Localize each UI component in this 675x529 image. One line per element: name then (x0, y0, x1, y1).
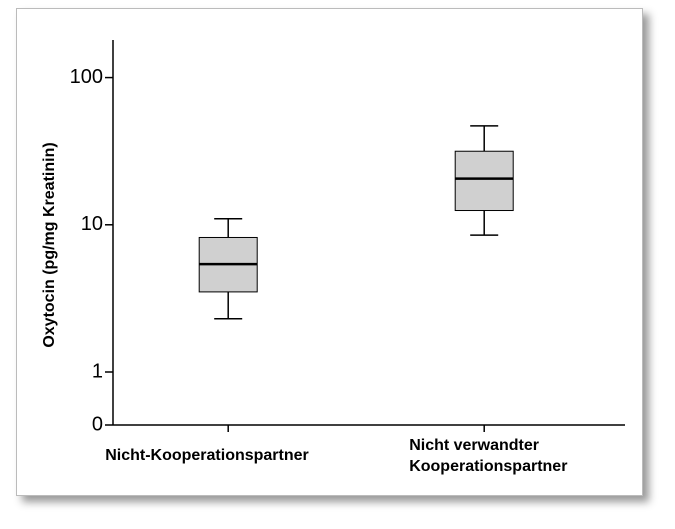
y-axis-label: Oxytocin (pg/mg Kreatinin) (41, 142, 58, 347)
box (454, 150, 514, 212)
y-tick-label: 10 (81, 213, 103, 235)
y-tick-label: 0 (92, 413, 103, 435)
y-tick-label: 1 (92, 360, 103, 382)
x-tick-label: Nicht-Kooperationspartner (105, 447, 309, 464)
y-tick-label: 100 (70, 66, 103, 88)
chart-frame (16, 8, 643, 496)
x-tick-label: Nicht verwandter Kooperationspartner (409, 437, 568, 475)
